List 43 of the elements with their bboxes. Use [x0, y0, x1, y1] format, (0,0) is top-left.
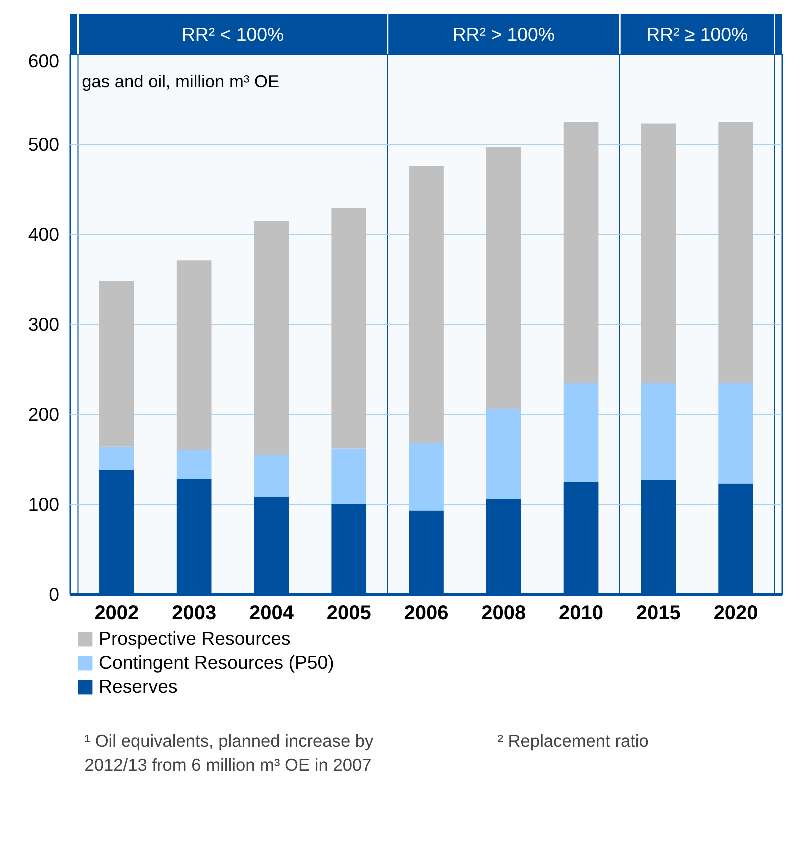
y-tick-label: 300 — [28, 314, 60, 335]
bar — [100, 446, 134, 470]
x-tick-label: 2002 — [94, 602, 140, 624]
y-tick-label: 400 — [28, 224, 60, 245]
text: ¹ Oil equivalents, planned increase by 2012/13 from 6 million m³ OE in 2007 — [84, 731, 374, 775]
x-tick-label: 2004 — [249, 602, 295, 624]
band-label: RR² ≥ 100% — [646, 24, 748, 45]
annotation: gas and oil, million m³ OE — [82, 72, 280, 92]
bar — [254, 221, 290, 455]
text: ² Replacement ratio — [498, 731, 649, 751]
x-tick-label: 2020 — [714, 602, 758, 624]
bar — [641, 124, 676, 383]
y-tick-label: 200 — [28, 404, 60, 425]
bar — [718, 383, 754, 484]
band-label: RR² > 100% — [452, 24, 555, 45]
x-tick-label: 2015 — [636, 602, 681, 624]
legend-label: Contingent Resources (P50) — [99, 652, 334, 674]
x-tick-label: 2010 — [559, 602, 604, 624]
bar — [332, 208, 367, 449]
bar — [176, 260, 212, 450]
x-tick-label: 2006 — [404, 602, 449, 624]
bar — [486, 409, 522, 500]
bar — [564, 383, 599, 482]
bar — [100, 281, 134, 447]
y-tick-label: 0 — [49, 584, 60, 605]
bar — [564, 122, 599, 383]
legend-label: Reserves — [99, 676, 178, 698]
y-tick-label: 100 — [28, 494, 60, 515]
x-tick-label: 2005 — [326, 602, 372, 624]
bar — [409, 166, 444, 444]
bar — [332, 448, 367, 504]
y-tick-label: 600 — [28, 50, 60, 72]
bar — [409, 443, 444, 511]
x-tick-label: 2008 — [482, 602, 526, 624]
x-tick-label: 2003 — [172, 602, 217, 624]
bar — [486, 147, 522, 410]
bar — [718, 122, 754, 383]
bar — [641, 383, 676, 480]
bar — [176, 450, 212, 480]
band-label: RR² < 100% — [182, 24, 284, 45]
y-tick-label: 500 — [28, 134, 60, 155]
legend-label: Prospective Resources — [99, 628, 291, 650]
bar — [254, 455, 290, 498]
